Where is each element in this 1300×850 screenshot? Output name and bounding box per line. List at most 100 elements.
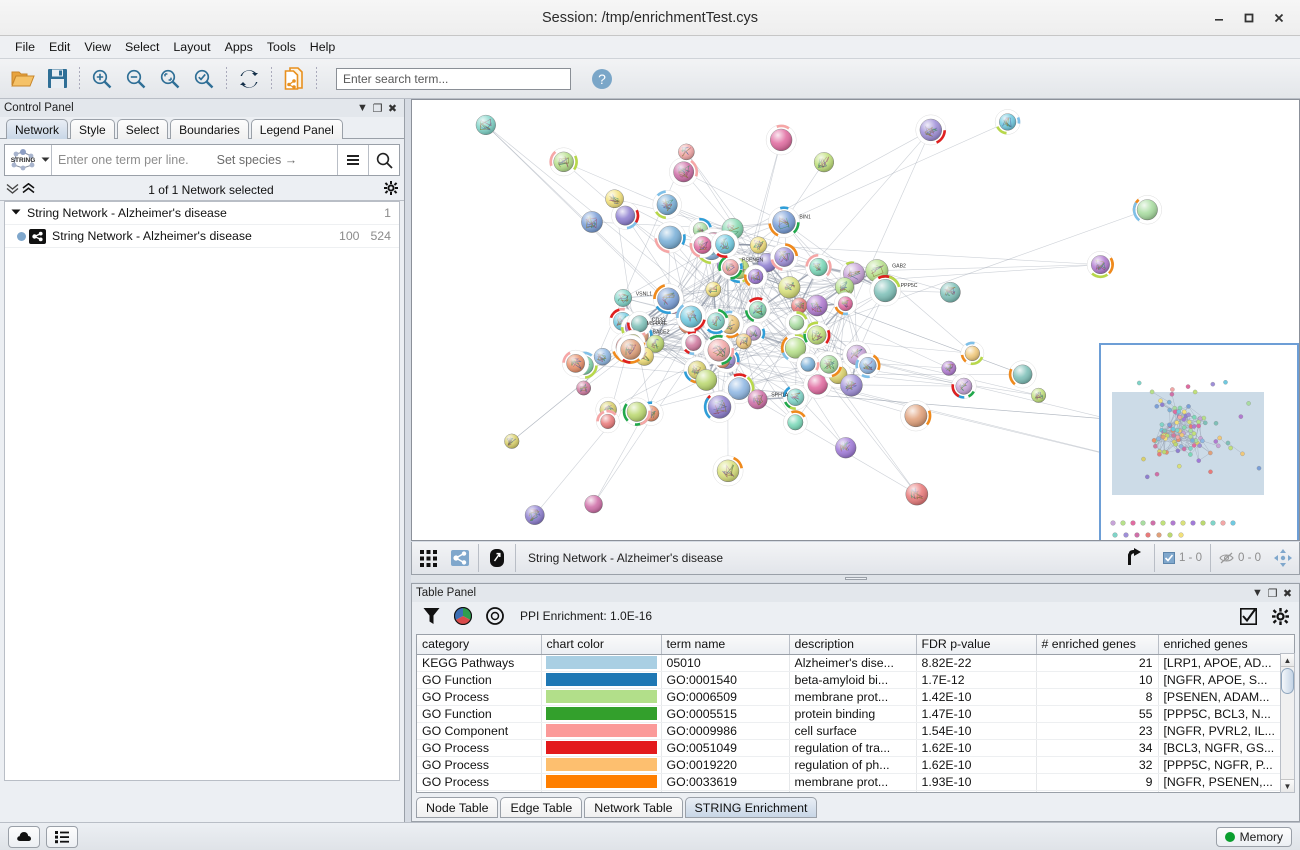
table-panel-close-icon[interactable]: ✖ [1282, 587, 1293, 600]
tree-row-network[interactable]: String Network - Alzheimer's disease 100… [5, 225, 399, 248]
collapse-all-icon[interactable] [6, 183, 19, 197]
scroll-down-button[interactable]: ▼ [1281, 779, 1294, 792]
col-chart-color[interactable]: chart color [541, 635, 662, 655]
network-node[interactable] [646, 334, 665, 353]
network-node[interactable] [796, 352, 820, 376]
tab-select[interactable]: Select [116, 119, 169, 139]
help-icon[interactable]: ? [585, 62, 619, 96]
birds-eye-view[interactable] [1099, 343, 1299, 540]
scroll-up-button[interactable]: ▲ [1281, 654, 1294, 667]
network-node[interactable] [669, 157, 699, 187]
col-term-name[interactable]: term name [661, 635, 790, 655]
refresh-icon[interactable] [232, 62, 266, 96]
menu-edit[interactable]: Edit [48, 40, 71, 54]
network-node[interactable] [939, 281, 961, 303]
search-icon[interactable] [368, 145, 399, 175]
network-node[interactable] [770, 243, 799, 272]
network-node[interactable] [549, 147, 579, 177]
network-node[interactable] [813, 152, 835, 173]
network-node[interactable] [576, 380, 592, 396]
network-view[interactable]: VSNL1 GAB2 PPP5C MS4A4E BIN1 BACE2 PSENEN SPH1A… [411, 99, 1300, 541]
network-node[interactable] [747, 389, 768, 410]
network-node[interactable] [1086, 251, 1115, 279]
table-row[interactable]: GO Component GO:0009986 cell surface 1.54E-… [417, 722, 1294, 740]
network-node[interactable] [593, 347, 612, 366]
save-session-icon[interactable] [40, 62, 74, 96]
network-node[interactable] [994, 109, 1021, 135]
network-node[interactable] [778, 276, 801, 299]
network-node[interactable] [960, 341, 985, 366]
tab-style[interactable]: Style [70, 119, 115, 139]
control-panel-close-icon[interactable]: ✖ [387, 102, 398, 115]
network-node[interactable] [905, 482, 929, 506]
network-node[interactable] [711, 230, 739, 259]
menu-view[interactable]: View [84, 40, 111, 54]
network-node[interactable] [869, 274, 902, 307]
string-logo-icon[interactable]: STRING [5, 145, 41, 175]
table-row[interactable]: GO Process GO:0050435beta-amyloid m...2.0… [417, 790, 1294, 792]
network-node[interactable] [703, 308, 729, 335]
menu-tools[interactable]: Tools [266, 40, 296, 54]
network-node[interactable] [768, 206, 800, 239]
network-node[interactable] [840, 374, 863, 397]
tab-legend-panel[interactable]: Legend Panel [250, 119, 343, 139]
panel-splitter[interactable] [411, 575, 1300, 582]
control-panel-float-icon[interactable]: ❐ [372, 102, 383, 115]
control-panel-minimize-icon[interactable]: ▼ [357, 102, 368, 114]
col-fdr-pvalue[interactable]: FDR p-value [916, 635, 1037, 655]
network-node[interactable] [654, 221, 686, 254]
network-node[interactable] [705, 281, 722, 298]
filter-icon[interactable] [418, 604, 444, 628]
minimize-button[interactable] [1204, 4, 1234, 32]
search-input[interactable]: Enter search term... [336, 67, 571, 90]
checkbox-icon[interactable] [1235, 604, 1261, 628]
zoom-selected-icon[interactable] [187, 62, 221, 96]
network-node[interactable] [616, 334, 646, 364]
table-row[interactable]: GO Process GO:0051049 regulation of tra...… [417, 739, 1294, 757]
menu-layout[interactable]: Layout [173, 40, 211, 54]
table-row[interactable]: GO Function GO:0001540 beta-amyloid bi... 1… [417, 671, 1294, 689]
species-dropdown-icon[interactable] [41, 156, 51, 165]
network-node[interactable] [803, 370, 833, 399]
network-node[interactable] [703, 391, 736, 423]
network-node[interactable] [524, 505, 545, 525]
gear-icon[interactable] [384, 181, 398, 198]
table-row[interactable]: GO Process GO:0006509 membrane prot... 1.42… [417, 688, 1294, 706]
network-node[interactable] [1132, 195, 1162, 225]
network-node[interactable] [941, 360, 957, 376]
network-node[interactable] [653, 283, 684, 315]
network-view-icon[interactable] [444, 543, 476, 574]
network-node[interactable] [803, 321, 831, 349]
export-network-icon[interactable] [277, 62, 311, 96]
network-node[interactable] [834, 277, 855, 297]
network-canvas[interactable]: VSNL1 GAB2 PPP5C MS4A4E BIN1 BACE2 PSENEN SPH1A… [412, 100, 1299, 541]
network-node[interactable] [596, 409, 620, 434]
col-enriched-genes[interactable]: enriched genes [1158, 635, 1294, 655]
network-node[interactable] [743, 264, 768, 289]
tab-network-table[interactable]: Network Table [584, 797, 683, 818]
network-node[interactable] [622, 397, 652, 426]
network-node[interactable] [744, 297, 771, 323]
network-node[interactable] [735, 333, 752, 350]
chevron-down-icon[interactable] [11, 208, 27, 218]
table-row[interactable]: GO Process GO:0019220 regulation of ph... 1… [417, 756, 1294, 774]
network-node[interactable] [712, 455, 744, 487]
col-category[interactable]: category [417, 635, 542, 655]
network-node[interactable] [689, 231, 716, 259]
network-node[interactable] [626, 311, 653, 337]
network-node[interactable] [504, 433, 520, 449]
network-node[interactable] [614, 289, 632, 307]
maximize-button[interactable] [1234, 4, 1264, 32]
table-row[interactable]: GO Function GO:0005515 protein binding 1.47… [417, 705, 1294, 723]
network-node[interactable] [900, 400, 932, 432]
table-vertical-scrollbar[interactable]: ▲ ▼ [1280, 653, 1295, 793]
close-button[interactable] [1264, 4, 1294, 32]
network-node[interactable] [475, 114, 496, 135]
network-node[interactable] [675, 301, 707, 332]
network-node[interactable] [855, 352, 881, 379]
tab-node-table[interactable]: Node Table [416, 797, 499, 818]
network-node[interactable] [833, 292, 858, 316]
network-node[interactable] [1008, 360, 1037, 389]
network-node[interactable] [806, 294, 828, 317]
donut-chart-icon[interactable] [482, 604, 508, 628]
